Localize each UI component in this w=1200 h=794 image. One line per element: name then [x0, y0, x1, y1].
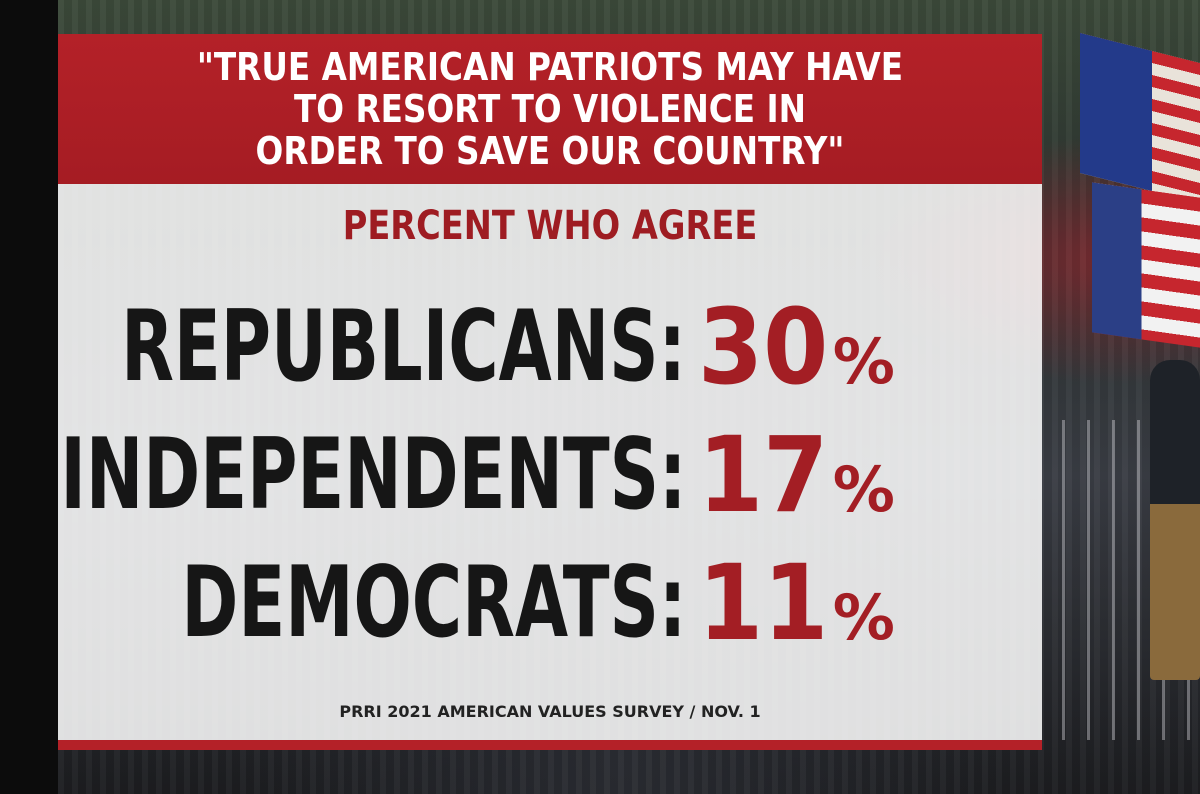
value-unit: % — [832, 325, 895, 398]
value-number: 30 — [698, 286, 829, 408]
row-label: REPUBLICANS: — [121, 290, 686, 404]
value-unit: % — [832, 581, 895, 654]
row-value: 30% — [698, 292, 895, 433]
subhead: PERCENT WHO AGREE — [342, 203, 758, 249]
row-label: DEMOCRATS: — [181, 546, 686, 660]
bottom-red-rule — [58, 740, 1042, 750]
source-credit: PRRI 2021 AMERICAN VALUES SURVEY / NOV. … — [339, 702, 761, 721]
result-row-independents: INDEPENDENTS: 17% — [58, 420, 1042, 530]
row-value: 17% — [698, 420, 895, 561]
row-value: 11% — [698, 548, 895, 689]
left-letterbox-bar — [0, 0, 58, 794]
background-person — [1150, 360, 1200, 680]
quote-banner: "TRUE AMERICAN PATRIOTS MAY HAVE TO RESO… — [58, 34, 1042, 184]
results-box — [58, 184, 1042, 740]
result-row-republicans: REPUBLICANS: 30% — [58, 292, 1042, 402]
survey-panel: "TRUE AMERICAN PATRIOTS MAY HAVE TO RESO… — [58, 34, 1042, 750]
value-number: 11 — [698, 542, 829, 664]
value-unit: % — [832, 453, 895, 526]
result-row-democrats: DEMOCRATS: 11% — [58, 548, 1042, 658]
row-label: INDEPENDENTS: — [59, 418, 686, 532]
quote-text: "TRUE AMERICAN PATRIOTS MAY HAVE TO RESO… — [196, 45, 904, 173]
value-number: 17 — [698, 414, 829, 536]
background-flag-icon — [1080, 33, 1200, 203]
american-flag-icon — [1092, 182, 1200, 348]
